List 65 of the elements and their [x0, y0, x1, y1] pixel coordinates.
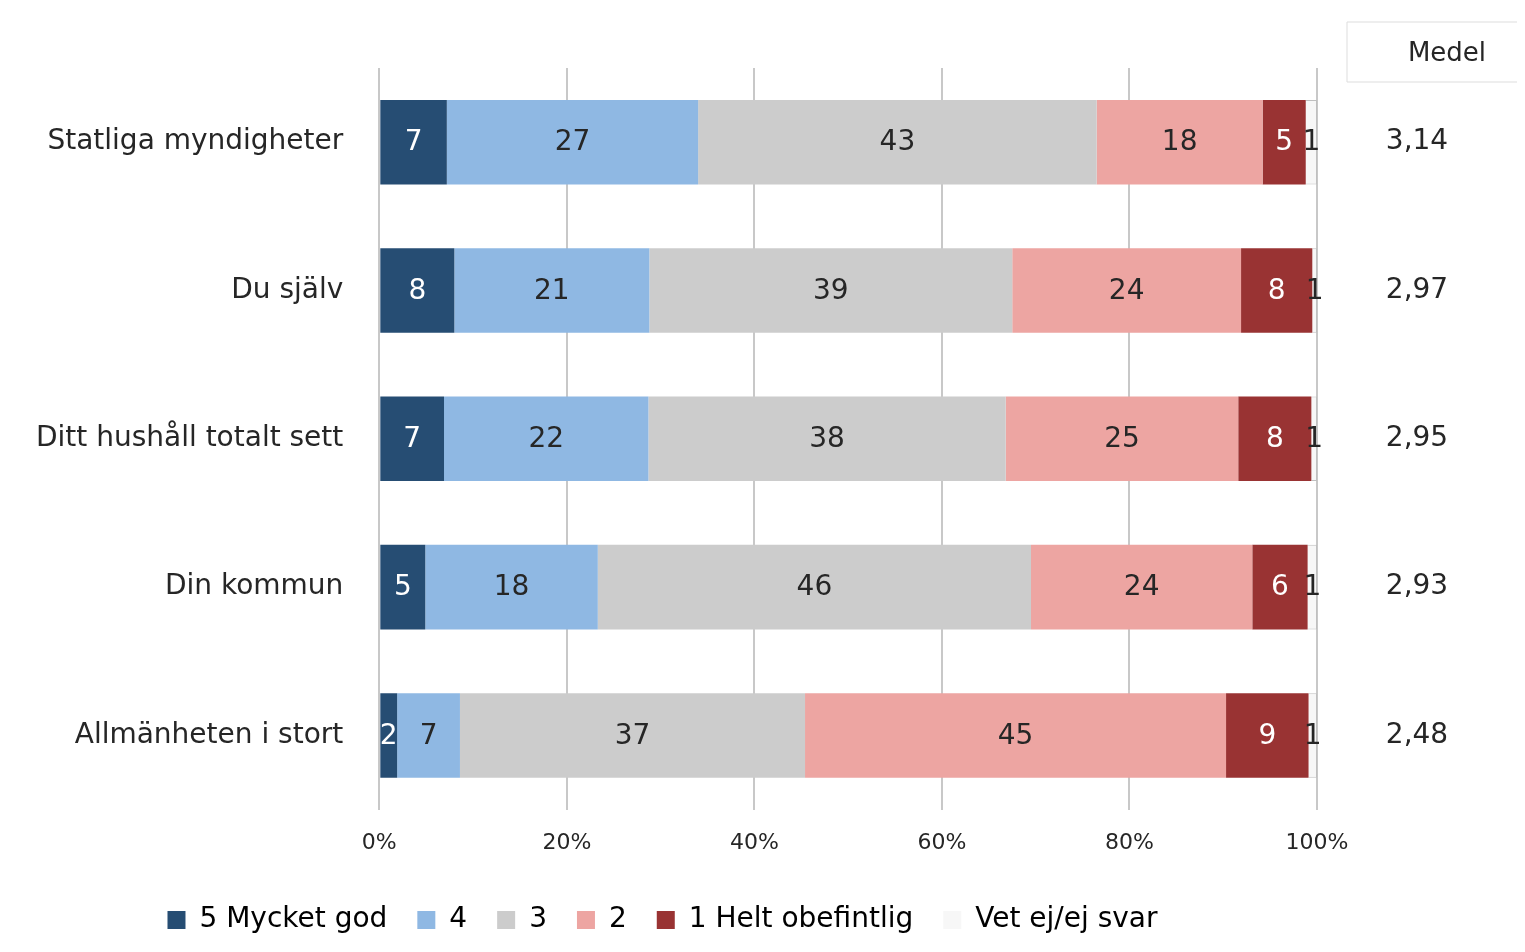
bar [397, 693, 460, 778]
text: 2,93 [1385, 568, 1449, 602]
data-label: 7 [403, 421, 422, 455]
data-label: 43 [879, 124, 916, 158]
data-label: 39 [812, 272, 849, 306]
data-label: 24 [1123, 569, 1160, 603]
data-label: 27 [554, 124, 591, 158]
text: 2,97 [1385, 271, 1449, 305]
y-tick-label: Ditt hushåll totalt sett [35, 420, 344, 454]
bar [1096, 99, 1263, 185]
data-label: 22 [528, 421, 565, 455]
data-label: 25 [1104, 421, 1140, 455]
y-tick-label: Statliga myndigheter [47, 123, 344, 157]
bar [380, 693, 398, 778]
x-tick-label: 100% [1285, 828, 1349, 854]
x-tick-label: 20% [542, 828, 592, 854]
data-label: 5 [1275, 124, 1294, 158]
bar [454, 248, 650, 333]
y-tick-label: Du själv [231, 271, 344, 305]
x-tick-label: 80% [1105, 828, 1154, 854]
data-label: 45 [997, 717, 1034, 751]
text: Medel [1407, 36, 1487, 67]
bar [425, 544, 598, 630]
bar [444, 396, 649, 482]
data-label: 24 [1108, 272, 1145, 306]
data-label: 2 [379, 717, 398, 751]
data-label: 7 [419, 717, 438, 751]
data-label: 38 [809, 421, 845, 455]
bar [1031, 544, 1253, 630]
x-tick-label: 40% [729, 828, 779, 854]
data-label: 8 [1267, 272, 1286, 306]
x-tick-label: 0% [361, 828, 397, 854]
data-label: 8 [408, 272, 427, 306]
data-label: 5 [393, 569, 412, 603]
bar [380, 396, 445, 482]
data-label: 9 [1258, 717, 1277, 751]
data-label: 21 [534, 272, 570, 306]
legend-label: 5 Mycket god [199, 901, 388, 935]
data-label: 6 [1271, 569, 1289, 603]
y-tick-label: Allmänheten i stort [74, 716, 344, 750]
bar [446, 99, 699, 185]
data-label: 37 [614, 717, 651, 751]
data-label: 18 [1161, 124, 1198, 158]
bar [1012, 248, 1242, 333]
bar [380, 248, 455, 333]
data-label: 46 [796, 569, 833, 603]
text: 2,48 [1385, 716, 1449, 750]
text: 2,95 [1385, 420, 1449, 454]
bar [1262, 99, 1306, 185]
legend-label: 1 Helt obefintlig [688, 901, 914, 935]
y-tick-label: Din kommun [164, 568, 344, 602]
bar [380, 544, 426, 630]
data-label: 8 [1265, 421, 1284, 455]
data-label: 7 [404, 124, 423, 158]
bar [1252, 544, 1308, 630]
bar [380, 99, 447, 185]
legend-label: Vet ej/ej svar [975, 901, 1158, 935]
legend-label: 4 [449, 901, 468, 935]
legend-label: 2 [608, 901, 627, 935]
legend-label: 3 [529, 901, 547, 935]
text: 3,14 [1385, 123, 1449, 157]
x-tick-label: 60% [917, 828, 967, 854]
data-label: 18 [493, 569, 530, 603]
bar [1005, 396, 1239, 482]
bar [805, 693, 1227, 778]
